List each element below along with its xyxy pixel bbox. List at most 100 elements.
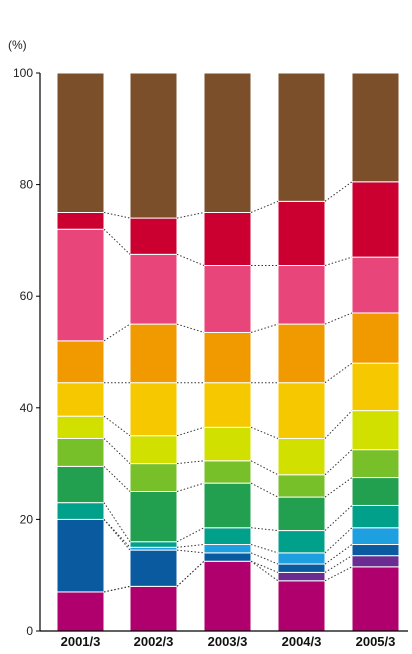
bar-segment-10-2005-3 — [351, 312, 400, 364]
connector-line — [103, 323, 131, 342]
connector-line — [324, 527, 353, 554]
bar-segment-1-2004-3 — [277, 580, 326, 632]
bar-segment-9-2003-3 — [203, 382, 252, 428]
connector-line — [250, 527, 279, 532]
x-tick-label: 2001/3 — [61, 634, 101, 649]
bar-segment-9-2001-3 — [56, 382, 105, 417]
bar-segment-13-2003-3 — [203, 72, 252, 213]
connector-line — [103, 466, 131, 492]
y-tick-label: 100 — [13, 66, 33, 80]
bar-segment-8-2001-3 — [56, 415, 105, 439]
bar-segment-10-2003-3 — [203, 331, 252, 384]
bar-segment-9-2005-3 — [351, 362, 400, 412]
bar-segment-12-2005-3 — [351, 181, 400, 258]
bar-segment-8-2002-3 — [129, 435, 178, 465]
bar-segment-10-2002-3 — [129, 323, 178, 384]
connector-line — [250, 560, 279, 573]
bar-segment-9-2004-3 — [277, 382, 326, 439]
bar-segment-3-2005-3 — [351, 544, 400, 557]
connector-line — [103, 438, 131, 464]
bar-segment-3-2004-3 — [277, 563, 326, 573]
x-tick-label: 2004/3 — [282, 634, 322, 649]
bar-segment-5-2003-3 — [203, 527, 252, 546]
bar-segment-13-2001-3 — [56, 72, 105, 213]
bar-segment-13-2005-3 — [351, 72, 400, 183]
connector-line — [176, 560, 205, 587]
bar-segment-6-2001-3 — [56, 465, 105, 504]
bar-segment-1-2005-3 — [351, 566, 400, 632]
connector-line — [176, 549, 205, 554]
y-tick-label: 40 — [20, 401, 34, 415]
x-tick-label: 2005/3 — [356, 634, 396, 649]
bar-segment-3-2002-3 — [129, 549, 178, 587]
bar-segment-13-2004-3 — [277, 72, 326, 202]
bar-segment-12-2004-3 — [277, 200, 326, 267]
bar-segment-10-2004-3 — [277, 323, 326, 384]
x-tick-label: 2002/3 — [134, 634, 174, 649]
bar-segment-7-2001-3 — [56, 437, 105, 467]
connector-line — [324, 312, 353, 325]
bar-segment-5-2005-3 — [351, 504, 400, 529]
connector-line — [250, 323, 279, 333]
x-tick-labels-group: 2001/3 2002/3 2003/3 2004/3 2005/3 — [61, 634, 396, 649]
connector-line — [250, 200, 279, 213]
bar-segment-4-2004-3 — [277, 552, 326, 565]
connector-line — [324, 555, 353, 573]
bar-segment-2-2004-3 — [277, 571, 326, 582]
connector-line — [324, 181, 353, 202]
y-tick-label: 80 — [20, 178, 34, 192]
bar-segment-9-2002-3 — [129, 382, 178, 437]
bar-segment-1-2003-3 — [203, 560, 252, 632]
connector-line — [324, 544, 353, 565]
connector-line — [324, 410, 353, 439]
connector-line — [176, 426, 205, 437]
bar-segment-13-2002-3 — [129, 72, 178, 219]
bar-segment-6-2002-3 — [129, 491, 178, 543]
bar-segment-7-2002-3 — [129, 463, 178, 493]
connector-line — [250, 544, 279, 554]
bars-group — [56, 72, 400, 632]
bar-segment-1-2002-3 — [129, 585, 178, 632]
connector-line — [250, 460, 279, 476]
connector-line — [176, 544, 205, 548]
bar-segment-6-2004-3 — [277, 496, 326, 532]
bar-segment-11-2001-3 — [56, 228, 105, 342]
connector-line — [250, 426, 279, 439]
y-tick-label: 60 — [20, 289, 34, 303]
bar-segment-5-2004-3 — [277, 530, 326, 554]
connector-line — [324, 566, 353, 582]
connector-line — [250, 482, 279, 498]
connector-line — [324, 449, 353, 476]
y-tick-label: 20 — [20, 512, 34, 526]
bar-segment-4-2005-3 — [351, 527, 400, 546]
bar-segment-4-2003-3 — [203, 544, 252, 554]
connector-line — [176, 323, 205, 333]
connector-line — [176, 482, 205, 492]
bar-segment-6-2003-3 — [203, 482, 252, 529]
connector-line — [176, 527, 205, 543]
connector-line — [176, 253, 205, 266]
connector-line — [103, 519, 131, 551]
bar-segment-5-2001-3 — [56, 502, 105, 520]
bar-segment-11-2003-3 — [203, 265, 252, 333]
y-axis-unit-label: (%) — [8, 38, 27, 52]
bar-segment-12-2002-3 — [129, 217, 178, 255]
connector-line — [103, 502, 131, 542]
connector-line — [103, 415, 131, 437]
bar-segment-7-2004-3 — [277, 474, 326, 498]
bar-segment-3-2003-3 — [203, 552, 252, 562]
connector-lines-group — [103, 181, 353, 593]
bar-segment-2-2005-3 — [351, 555, 400, 568]
connector-line — [176, 212, 205, 219]
bar-segment-8-2003-3 — [203, 426, 252, 462]
bar-segment-5-2002-3 — [129, 541, 178, 548]
bar-segment-7-2005-3 — [351, 449, 400, 479]
bar-segment-10-2001-3 — [56, 340, 105, 384]
bar-segment-12-2003-3 — [203, 212, 252, 267]
connector-line — [103, 228, 131, 255]
bar-segment-8-2005-3 — [351, 410, 400, 451]
connector-line — [324, 362, 353, 384]
bar-segment-11-2005-3 — [351, 256, 400, 314]
bar-segment-7-2003-3 — [203, 460, 252, 484]
